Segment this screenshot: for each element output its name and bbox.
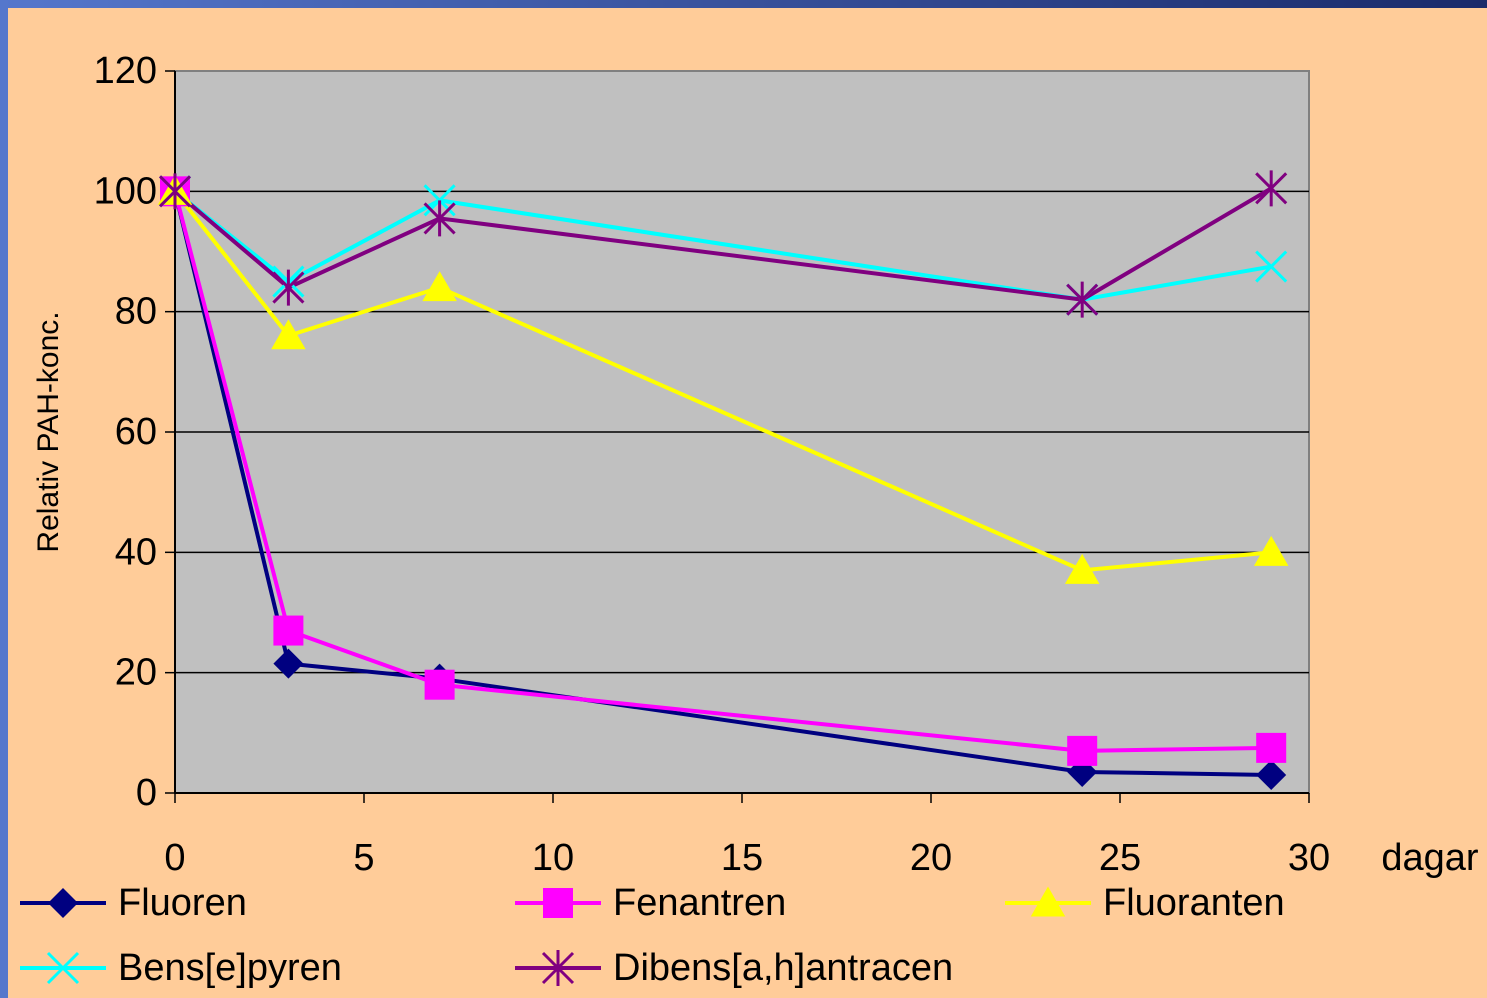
data-point	[1255, 250, 1288, 283]
y-axis-label: Relativ PAH-konc.	[32, 311, 65, 552]
data-point	[1067, 735, 1098, 766]
y-tick-label: 40	[115, 531, 157, 573]
legend-label: Bens[e]pyren	[118, 947, 342, 989]
data-point	[271, 319, 306, 350]
data-point	[1064, 553, 1100, 584]
data-point	[423, 200, 456, 237]
y-tick-label: 60	[115, 411, 157, 453]
x-tick-label: 15	[721, 837, 763, 879]
x-tick-label: 20	[910, 837, 952, 879]
y-tick-label: 20	[115, 652, 157, 694]
top-band	[0, 0, 1487, 8]
legend-marker	[543, 888, 573, 918]
data-point	[1255, 170, 1288, 207]
data-point	[273, 648, 304, 679]
data-point	[272, 269, 305, 306]
legend-marker	[1030, 886, 1066, 917]
legend-marker	[48, 888, 78, 918]
left-band	[0, 0, 8, 998]
data-point	[1256, 732, 1287, 763]
x-axis-label: dagar	[1381, 837, 1479, 879]
legend-marker	[46, 951, 80, 985]
data-point	[1256, 759, 1287, 790]
x-tick-label: 0	[164, 837, 185, 879]
y-tick-label: 0	[136, 772, 157, 814]
data-point	[273, 615, 304, 646]
data-point	[1066, 281, 1099, 318]
legend-label: Dibens[a,h]antracen	[613, 947, 953, 989]
x-tick-label: 5	[353, 837, 374, 879]
data-point	[424, 669, 455, 700]
y-tick-label: 120	[94, 50, 157, 92]
y-tick-label: 100	[94, 170, 157, 212]
y-tick-label: 80	[115, 291, 157, 333]
x-tick-label: 30	[1288, 837, 1330, 879]
data-point	[1253, 535, 1289, 566]
data-point	[422, 271, 457, 302]
data-point	[158, 173, 192, 210]
legend-marker	[541, 950, 575, 986]
x-tick-label: 25	[1099, 837, 1141, 879]
legend-label: Fenantren	[613, 882, 786, 924]
legend-label: Fluoranten	[1103, 882, 1285, 924]
x-tick-label: 10	[532, 837, 574, 879]
legend-label: Fluoren	[118, 882, 247, 924]
